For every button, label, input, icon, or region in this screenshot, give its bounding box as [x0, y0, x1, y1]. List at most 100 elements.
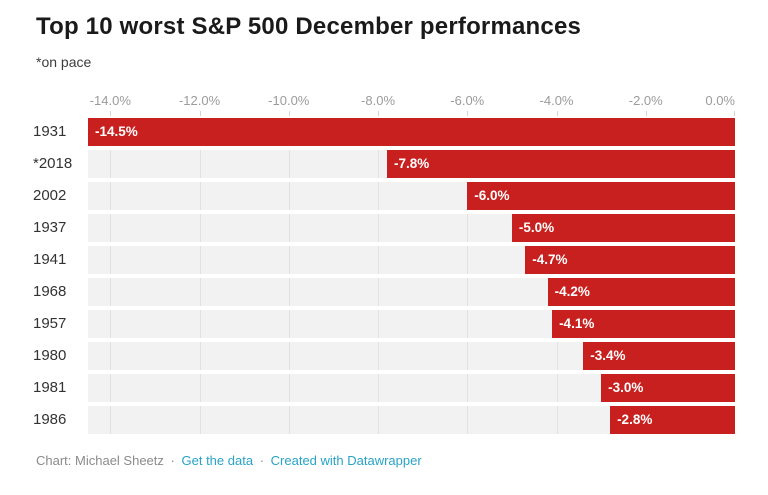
- bar-track: -4.7%: [88, 246, 735, 274]
- axis-tick-mark: [556, 111, 558, 116]
- chart-page: Top 10 worst S&P 500 December performanc…: [0, 12, 768, 495]
- chart-subtitle: *on pace: [36, 54, 92, 70]
- bar-row: 1981 -3.0%: [33, 374, 735, 402]
- gridline: [199, 310, 201, 338]
- bar-row: 1931 -14.5%: [33, 118, 735, 146]
- gridline: [110, 374, 112, 402]
- gridline: [199, 278, 201, 306]
- bar-value-label: -7.8%: [393, 156, 430, 171]
- bar-value-label: -3.0%: [608, 380, 644, 395]
- gridline: [288, 182, 290, 210]
- gridline: [556, 342, 558, 370]
- bar-value-label: -5.0%: [518, 220, 555, 235]
- bar-track: -3.0%: [88, 374, 735, 402]
- axis-tick-label: 0.0%: [705, 93, 735, 108]
- category-label: 1981: [33, 379, 67, 396]
- gridline: [556, 406, 558, 434]
- gridline: [288, 374, 290, 402]
- axis-tick-mark: [378, 111, 380, 116]
- footer-separator: ·: [259, 453, 265, 468]
- gridline: [288, 214, 290, 242]
- bar-track: -4.2%: [88, 278, 735, 306]
- axis-tick-label: -8.0%: [361, 93, 396, 108]
- gridline: [110, 214, 112, 242]
- bar-value-label: -4.1%: [559, 316, 595, 331]
- gridline: [378, 342, 380, 370]
- gridline: [467, 374, 469, 402]
- bar-track: -6.0%: [88, 182, 735, 210]
- axis-tick-mark: [199, 111, 201, 116]
- category-label: 1980: [33, 347, 67, 364]
- bar-value-label: -14.5%: [95, 124, 138, 139]
- gridline: [288, 150, 290, 178]
- bar-row: 2002 -6.0%: [33, 182, 735, 210]
- axis-tick-mark: [467, 111, 469, 116]
- gridline: [378, 406, 380, 434]
- category-label: 1968: [33, 283, 67, 300]
- axis-tick-mark: [110, 111, 112, 116]
- bar-track: -3.4%: [88, 342, 735, 370]
- bar-row: 1986 -2.8%: [33, 406, 735, 434]
- bar-track: -7.8%: [88, 150, 735, 178]
- bar: -4.1%: [552, 310, 735, 338]
- gridline: [378, 246, 380, 274]
- bar: -5.0%: [511, 214, 735, 242]
- chart-footer: Chart: Michael Sheetz · Get the data · C…: [36, 453, 735, 469]
- footer-separator: ·: [170, 453, 175, 468]
- bar: -7.8%: [386, 150, 735, 178]
- category-label: 1931: [33, 123, 67, 140]
- bar-value-label: -6.0%: [474, 188, 510, 203]
- axis-tick-mark: [734, 111, 735, 116]
- gridline: [467, 214, 469, 242]
- bar: -14.5%: [88, 118, 735, 146]
- category-label: 1957: [33, 315, 67, 332]
- category-label: 2002: [33, 187, 67, 204]
- gridline: [199, 342, 201, 370]
- bar-row: 1968 -4.2%: [33, 278, 735, 306]
- axis-tick-label: -2.0%: [628, 93, 663, 108]
- bar-value-label: -3.4%: [590, 348, 626, 363]
- bar: -4.7%: [525, 246, 735, 274]
- bar-row: 1941 -4.7%: [33, 246, 735, 274]
- axis-tick-label: -10.0%: [268, 93, 310, 108]
- gridline: [199, 214, 201, 242]
- get-the-data-link[interactable]: Get the data: [181, 453, 254, 468]
- gridline: [467, 310, 469, 338]
- gridline: [110, 406, 112, 434]
- gridline: [110, 310, 112, 338]
- gridline: [288, 246, 290, 274]
- category-label: 1986: [33, 411, 67, 428]
- gridline: [288, 406, 290, 434]
- gridline: [378, 374, 380, 402]
- gridline: [378, 182, 380, 210]
- gridline: [199, 182, 201, 210]
- category-label: 1941: [33, 251, 67, 268]
- gridline: [378, 278, 380, 306]
- bar-row: 1937 -5.0%: [33, 214, 735, 242]
- bar: -3.4%: [583, 342, 735, 370]
- credit-text: Chart: Michael Sheetz: [36, 453, 164, 468]
- axis-tick-mark: [645, 111, 647, 116]
- bar: -3.0%: [601, 374, 735, 402]
- bar-track: -5.0%: [88, 214, 735, 242]
- gridline: [467, 246, 469, 274]
- gridline: [199, 150, 201, 178]
- gridline: [199, 406, 201, 434]
- axis-tick-mark: [288, 111, 290, 116]
- axis-tick-label: -12.0%: [178, 93, 221, 108]
- bar-row: *2018 -7.8%: [33, 150, 735, 178]
- gridline: [467, 342, 469, 370]
- bar-chart: -14.0% -12.0% -10.0% -8.0% -6.0% -4.0% -2.0% 0.…: [33, 93, 735, 434]
- bar-rows: 1931 -14.5% *2018 -7.8% 2002 -6.0% 1937 -5.0% 19…: [33, 118, 735, 434]
- bar-track: -4.1%: [88, 310, 735, 338]
- gridline: [110, 182, 112, 210]
- gridline: [378, 150, 380, 178]
- gridline: [467, 406, 469, 434]
- bar-row: 1957 -4.1%: [33, 310, 735, 338]
- datawrapper-credit-link[interactable]: Created with Datawrapper: [270, 453, 422, 468]
- bar: -2.8%: [610, 406, 735, 434]
- gridline: [378, 214, 380, 242]
- bar-value-label: -4.7%: [532, 252, 568, 267]
- bar-row: 1980 -3.4%: [33, 342, 735, 370]
- bar: -6.0%: [467, 182, 735, 210]
